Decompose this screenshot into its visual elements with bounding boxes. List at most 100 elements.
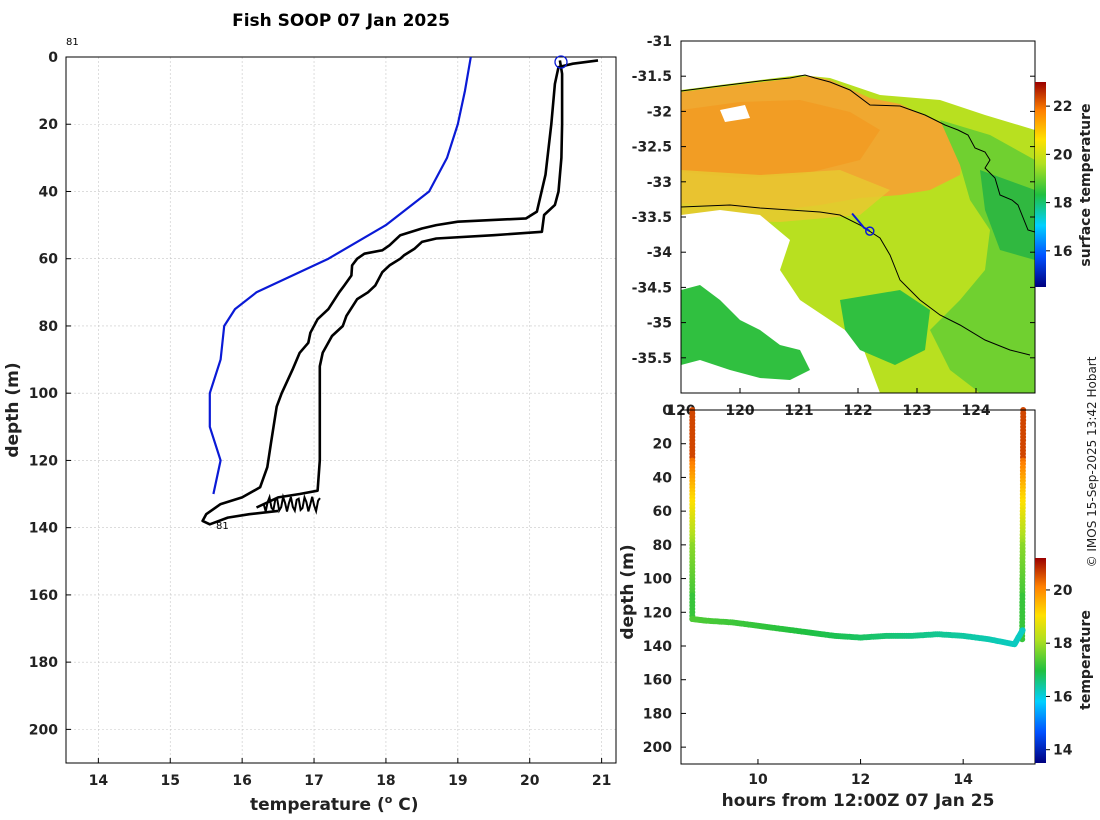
coastline — [681, 74, 1035, 233]
map-y-tick-label: -33 — [647, 175, 672, 191]
temperature-colorbar — [1035, 558, 1046, 763]
profile-line-ascent — [255, 60, 564, 509]
profile-x-tick-label: 16 — [232, 773, 251, 789]
sst-colorbar-tick-label: 18 — [1053, 196, 1072, 212]
profile-x-tick-label: 17 — [304, 773, 323, 789]
map-x-tick-label: 121 — [784, 403, 813, 419]
section-y-tick-label: 120 — [643, 605, 672, 621]
profile-grid — [66, 56, 616, 763]
sst-colorbar-label: surface temperature — [1078, 103, 1094, 266]
section-y-label: depth (m) — [618, 544, 638, 639]
sst-map: -31 -31.5 -32 -32.5 -33 -33.5 -34 -34.5 -35 -35.5… — [632, 34, 1094, 419]
profile-x-tick-label: 15 — [161, 773, 180, 789]
sst-colorbar-tick-label: 20 — [1053, 147, 1073, 163]
profile-bottom-noise — [262, 493, 321, 515]
map-y-ticks: -31 -31.5 -32 -32.5 -33 -33.5 -34 -34.5 -35 -35.5 — [632, 34, 1035, 367]
profile-line-descent — [201, 59, 599, 526]
credit-text: © IMOS 15-Sep-2025 13:42 Hobart — [1085, 356, 1099, 567]
profile-y-tick-label: 200 — [29, 722, 58, 738]
transition-water — [681, 170, 890, 222]
profile-y-label: depth (m) — [3, 362, 23, 457]
map-y-tick-label: -35 — [647, 316, 672, 332]
profile-x-tick-label: 18 — [376, 773, 395, 789]
section-x-tick-label: 12 — [851, 772, 870, 788]
temperature-colorbar-tick-label: 16 — [1053, 689, 1072, 705]
profile-y-tick-label: 80 — [39, 319, 59, 335]
surface-marker — [554, 55, 568, 69]
profile-y-tick-label: 140 — [29, 521, 58, 537]
section-y-tick-label: 80 — [653, 538, 673, 554]
profile-y-tick-label: 40 — [39, 184, 59, 200]
section-x-label: hours from 12:00Z 07 Jan 25 — [722, 791, 995, 811]
map-x-tick-label: 123 — [902, 403, 931, 419]
profile-y-tick-label: 120 — [29, 453, 58, 469]
section-y-tick-label: 100 — [643, 572, 672, 588]
sst-field — [681, 41, 1035, 393]
section-x-tick-label: 14 — [953, 772, 973, 788]
map-x-tick-label: 120 — [725, 403, 754, 419]
section-y-tick-label: 40 — [653, 470, 673, 486]
profile-y-tick-label: 0 — [48, 50, 58, 66]
profile-y-ticks: 0 20 40 60 80 100 120 140 160 180 200 — [29, 50, 71, 738]
map-y-tick-label: -32 — [647, 104, 672, 120]
land-area — [681, 41, 1035, 130]
profile-y-tick-label: 20 — [39, 117, 59, 133]
profile-line-climatology — [208, 56, 472, 495]
sst-colorbar-tick-label: 16 — [1053, 244, 1072, 260]
section-x-tick-label: 10 — [748, 772, 768, 788]
section-points — [689, 407, 1027, 648]
map-y-tick-label: -33.5 — [632, 210, 672, 226]
temperature-colorbar-label: temperature — [1078, 610, 1094, 710]
green-patches — [681, 285, 810, 380]
profile-x-tick-label: 14 — [89, 773, 109, 789]
temperature-colorbar-ticks: 14 16 18 20 — [1046, 583, 1073, 759]
cool-coastal — [980, 170, 1035, 260]
cloud-patch — [720, 105, 750, 122]
section-y-tick-label: 200 — [643, 740, 672, 756]
sst-colorbar — [1035, 82, 1046, 287]
figure-title: Fish SOOP 07 Jan 2025 — [232, 11, 450, 31]
profile-marker-bottom: 81 — [216, 521, 229, 532]
map-x-ticks: 120 120 121 122 123 124 — [666, 388, 991, 419]
section-y-tick-label: 60 — [653, 504, 673, 520]
section-y-tick-label: 160 — [643, 673, 672, 689]
vessel-position — [865, 226, 875, 236]
section-y-tick-label: 0 — [662, 403, 672, 419]
map-y-tick-label: -34.5 — [632, 280, 672, 296]
profile-chart: 14 15 16 17 18 19 20 21 0 20 40 60 80 100 120 140 160 18… — [3, 37, 617, 815]
section-y-ticks: 0 20 40 60 80 100 120 140 160 180 200 — [643, 403, 686, 756]
profile-x-tick-label: 19 — [448, 773, 467, 789]
temperature-colorbar-tick-label: 18 — [1053, 636, 1072, 652]
temperature-colorbar-tick-label: 20 — [1053, 583, 1073, 599]
sst-colorbar-ticks: 16 18 20 22 — [1046, 99, 1073, 260]
profile-x-ticks: 14 15 16 17 18 19 20 21 — [89, 758, 611, 789]
profile-x-label: temperature (o C) — [250, 793, 419, 815]
map-y-tick-label: -31 — [647, 34, 672, 50]
shelf-contour — [681, 204, 1031, 356]
map-x-tick-label: 124 — [961, 403, 990, 419]
green-eddy — [840, 290, 930, 365]
profile-y-tick-label: 160 — [29, 588, 58, 604]
profile-x-tick-label: 20 — [520, 773, 540, 789]
section-y-tick-label: 20 — [653, 437, 673, 453]
section-x-ticks: 10 12 14 — [748, 759, 973, 788]
profile-marker-top: 81 — [66, 37, 79, 48]
sst-colorbar-tick-label: 22 — [1053, 99, 1072, 115]
temperature-colorbar-tick-label: 14 — [1053, 743, 1073, 759]
profile-x-tick-label: 21 — [592, 773, 611, 789]
profile-y-tick-label: 100 — [29, 386, 58, 402]
map-y-tick-label: -35.5 — [632, 351, 672, 367]
map-y-tick-label: -34 — [647, 245, 673, 261]
section-y-tick-label: 140 — [643, 639, 672, 655]
profile-axes-frame — [65, 56, 617, 764]
profile-y-tick-label: 180 — [29, 655, 58, 671]
profile-y-tick-label: 60 — [39, 252, 59, 268]
section-axes-frame — [680, 409, 1036, 765]
map-y-tick-label: -32.5 — [632, 140, 672, 156]
map-x-tick-label: 122 — [843, 403, 872, 419]
profile-series — [201, 56, 599, 526]
section-bottom-point — [1019, 627, 1026, 634]
map-y-tick-label: -31.5 — [632, 69, 672, 85]
